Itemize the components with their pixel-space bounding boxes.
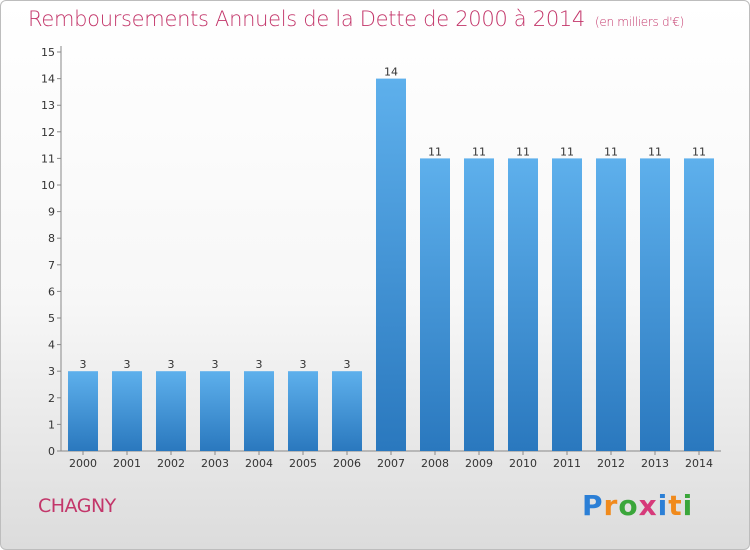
proxiti-logo: Proxiti	[582, 489, 693, 522]
chart-title: Remboursements Annuels de la Dette de 20…	[28, 7, 684, 31]
y-tick-label: 12	[41, 126, 55, 139]
y-tick-label: 7	[48, 259, 55, 272]
bar	[508, 158, 538, 451]
bar	[156, 371, 186, 451]
x-tick-label: 2010	[509, 457, 537, 470]
bar	[200, 371, 230, 451]
bar	[244, 371, 274, 451]
y-tick-label: 6	[48, 285, 55, 298]
bar-value-label: 3	[344, 358, 351, 371]
y-tick-label: 11	[41, 152, 55, 165]
x-tick-label: 2013	[641, 457, 669, 470]
bar	[420, 158, 450, 451]
bar-value-label: 11	[472, 145, 486, 158]
bar-value-label: 14	[384, 66, 398, 79]
x-tick-label: 2003	[201, 457, 229, 470]
logo-letter: x	[638, 489, 658, 522]
bar-value-label: 3	[80, 358, 87, 371]
bar-value-label: 11	[516, 145, 530, 158]
bar	[464, 158, 494, 451]
logo-letter: i	[657, 489, 669, 522]
bar	[640, 158, 670, 451]
y-tick-label: 10	[41, 179, 55, 192]
y-tick-label: 14	[41, 73, 55, 86]
bar-value-label: 11	[604, 145, 618, 158]
y-tick-label: 1	[48, 418, 55, 431]
bar-value-label: 3	[124, 358, 131, 371]
bar-value-label: 11	[560, 145, 574, 158]
y-tick-label: 9	[48, 206, 55, 219]
logo-letter: r	[603, 489, 619, 522]
bar-value-label: 11	[692, 145, 706, 158]
bar	[68, 371, 98, 451]
x-tick-label: 2000	[69, 457, 97, 470]
x-tick-label: 2009	[465, 457, 493, 470]
logo-letter: o	[618, 489, 639, 522]
bar	[596, 158, 626, 451]
x-tick-label: 2001	[113, 457, 141, 470]
bar-value-label: 3	[256, 358, 263, 371]
bar-value-label: 3	[300, 358, 307, 371]
x-tick-label: 2012	[597, 457, 625, 470]
bar	[332, 371, 362, 451]
bar	[288, 371, 318, 451]
bar	[552, 158, 582, 451]
logo-letter: P	[582, 489, 604, 522]
logo-letter: i	[682, 489, 694, 522]
x-tick-label: 2006	[333, 457, 361, 470]
city-name: CHAGNY	[38, 495, 116, 517]
bar	[112, 371, 142, 451]
y-tick-label: 3	[48, 365, 55, 378]
y-tick-label: 4	[48, 339, 55, 352]
x-tick-label: 2004	[245, 457, 273, 470]
title-text: Remboursements Annuels de la Dette de 20…	[28, 7, 585, 31]
y-tick-label: 5	[48, 312, 55, 325]
bar-value-label: 3	[168, 358, 175, 371]
logo-letter: t	[668, 489, 683, 522]
bar-value-label: 11	[648, 145, 662, 158]
x-tick-label: 2011	[553, 457, 581, 470]
bar-value-label: 11	[428, 145, 442, 158]
y-tick-label: 0	[48, 445, 55, 458]
y-tick-label: 8	[48, 232, 55, 245]
y-tick-label: 15	[41, 46, 55, 59]
x-tick-label: 2007	[377, 457, 405, 470]
y-tick-label: 2	[48, 392, 55, 405]
unit-note: (en milliers d'€)	[595, 15, 685, 29]
bar	[684, 158, 714, 451]
bar	[376, 78, 406, 451]
x-tick-label: 2008	[421, 457, 449, 470]
bar-value-label: 3	[212, 358, 219, 371]
y-tick-label: 13	[41, 99, 55, 112]
x-tick-label: 2014	[685, 457, 713, 470]
x-tick-label: 2002	[157, 457, 185, 470]
x-tick-label: 2005	[289, 457, 317, 470]
